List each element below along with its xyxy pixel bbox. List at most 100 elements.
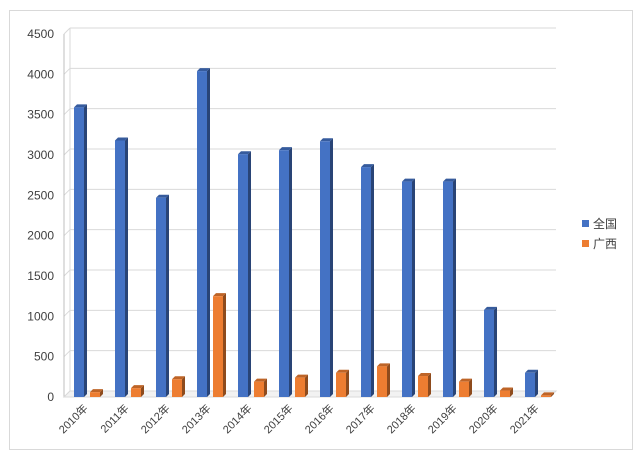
bar-side-s2-4 — [264, 378, 267, 397]
bar-s1-11 — [525, 372, 535, 397]
x-tick-label-9: 2019年 — [425, 401, 460, 436]
bar-s1-4 — [238, 154, 248, 397]
bar-side-s2-9 — [469, 378, 472, 397]
bar-s2-0 — [90, 392, 100, 397]
bar-s1-10 — [484, 309, 494, 397]
gridline-depth-3 — [63, 269, 71, 277]
bar-side-s2-7 — [387, 363, 390, 397]
bar-top-s1-11 — [525, 369, 538, 373]
bar-s2-5 — [295, 377, 305, 397]
bar-s1-2 — [156, 197, 166, 397]
bar-top-s1-3 — [197, 68, 210, 72]
bar-side-s2-10 — [510, 387, 513, 397]
x-tick-label-7: 2017年 — [343, 401, 378, 436]
bar-s1-1 — [115, 140, 125, 398]
bar-s1-3 — [197, 71, 207, 398]
bar-top-s1-8 — [402, 178, 415, 182]
y-tick-label-2: 1000 — [27, 309, 54, 323]
bar-side-s2-11 — [551, 392, 554, 397]
y-tick-label-3: 1500 — [27, 269, 54, 283]
bar-top-s1-1 — [115, 137, 128, 141]
bar-side-s2-3 — [223, 293, 226, 397]
bar-side-s2-5 — [305, 374, 308, 397]
legend-swatch-series-2 — [582, 239, 589, 247]
bar-side-s1-0 — [84, 104, 87, 397]
bar-side-s1-3 — [207, 68, 210, 398]
x-tick-label-3: 2013年 — [179, 401, 214, 436]
bar-s2-1 — [131, 388, 141, 397]
x-tick-label-10: 2020年 — [466, 401, 501, 436]
bar-side-s1-8 — [412, 178, 415, 397]
gridline-depth-4 — [63, 229, 71, 237]
legend-item-series-1: 全国 — [582, 213, 617, 233]
bar-top-s1-9 — [443, 178, 456, 182]
x-tick-label-1: 2011年 — [97, 401, 131, 435]
bar-top-s2-0 — [90, 389, 103, 393]
bar-s2-10 — [500, 390, 510, 397]
bar-s1-8 — [402, 181, 412, 397]
gridline-depth-8 — [63, 67, 71, 75]
y-tick-label-6: 3000 — [27, 148, 54, 162]
bar-side-s1-1 — [125, 137, 128, 398]
bar-top-s2-9 — [459, 378, 472, 382]
bar-s2-2 — [172, 379, 182, 397]
y-tick-label-9: 4500 — [27, 27, 54, 41]
x-tick-label-11: 2021年 — [507, 401, 542, 436]
bar-side-s1-11 — [535, 369, 538, 397]
bar-s2-9 — [459, 381, 469, 397]
y-tick-label-0: 0 — [47, 390, 54, 404]
legend-item-series-2: 广西 — [582, 233, 617, 253]
floor — [62, 390, 558, 398]
bar-top-s1-10 — [484, 306, 497, 310]
bar-top-s2-6 — [336, 369, 349, 373]
x-tick-label-8: 2018年 — [384, 401, 419, 436]
bar-side-s1-7 — [371, 164, 374, 397]
x-tick-label-4: 2014年 — [220, 401, 255, 436]
legend-swatch-series-1 — [582, 219, 589, 227]
bar-s2-6 — [336, 372, 346, 397]
y-tick-label-4: 2000 — [27, 229, 54, 243]
legend: 全国 广西 — [582, 213, 617, 253]
bar-side-s1-4 — [248, 151, 251, 397]
bar-s1-7 — [361, 167, 371, 397]
gridline-depth-6 — [63, 148, 71, 156]
bar-side-s2-2 — [182, 376, 185, 397]
bar-side-s2-8 — [428, 373, 431, 397]
bar-side-s1-9 — [453, 178, 456, 397]
bar-s1-0 — [74, 107, 84, 397]
bar-top-s2-1 — [131, 385, 144, 389]
bar-top-s2-8 — [418, 373, 431, 377]
bar-side-s1-2 — [166, 194, 169, 397]
x-tick-label-2: 2012年 — [138, 401, 173, 436]
bar-top-s2-3 — [213, 293, 226, 297]
x-tick-label-0: 2010年 — [56, 401, 91, 436]
gridline-depth-5 — [63, 188, 71, 196]
bar-s1-6 — [320, 141, 330, 397]
bar-side-s1-6 — [330, 138, 333, 397]
bar-top-s2-4 — [254, 378, 267, 382]
bar-top-s2-2 — [172, 376, 185, 380]
bar-s2-11 — [541, 395, 551, 397]
bar-side-s2-1 — [141, 385, 144, 397]
bar-top-s1-7 — [361, 164, 374, 168]
bar-top-s1-5 — [279, 147, 292, 151]
bar-side-s1-5 — [289, 147, 292, 397]
bar-s2-3 — [213, 296, 223, 397]
bar-top-s2-10 — [500, 387, 513, 391]
y-tick-label-1: 500 — [34, 350, 54, 364]
bar-side-s2-0 — [100, 389, 103, 397]
gridline-depth-1 — [63, 350, 71, 358]
bar-top-s2-5 — [295, 374, 308, 378]
legend-label-series-1: 全国 — [593, 216, 618, 231]
x-tick-label-5: 2015年 — [261, 401, 296, 436]
gridline-depth-9 — [63, 27, 71, 35]
gridline-depth-7 — [63, 108, 71, 116]
bar-top-s1-2 — [156, 194, 169, 198]
bar-top-s2-11 — [541, 392, 554, 396]
bar-s1-5 — [279, 150, 289, 397]
bar-top-s1-0 — [74, 104, 87, 108]
bar-s1-9 — [443, 181, 453, 397]
bar-top-s2-7 — [377, 363, 390, 367]
bar-side-s1-10 — [494, 306, 497, 397]
